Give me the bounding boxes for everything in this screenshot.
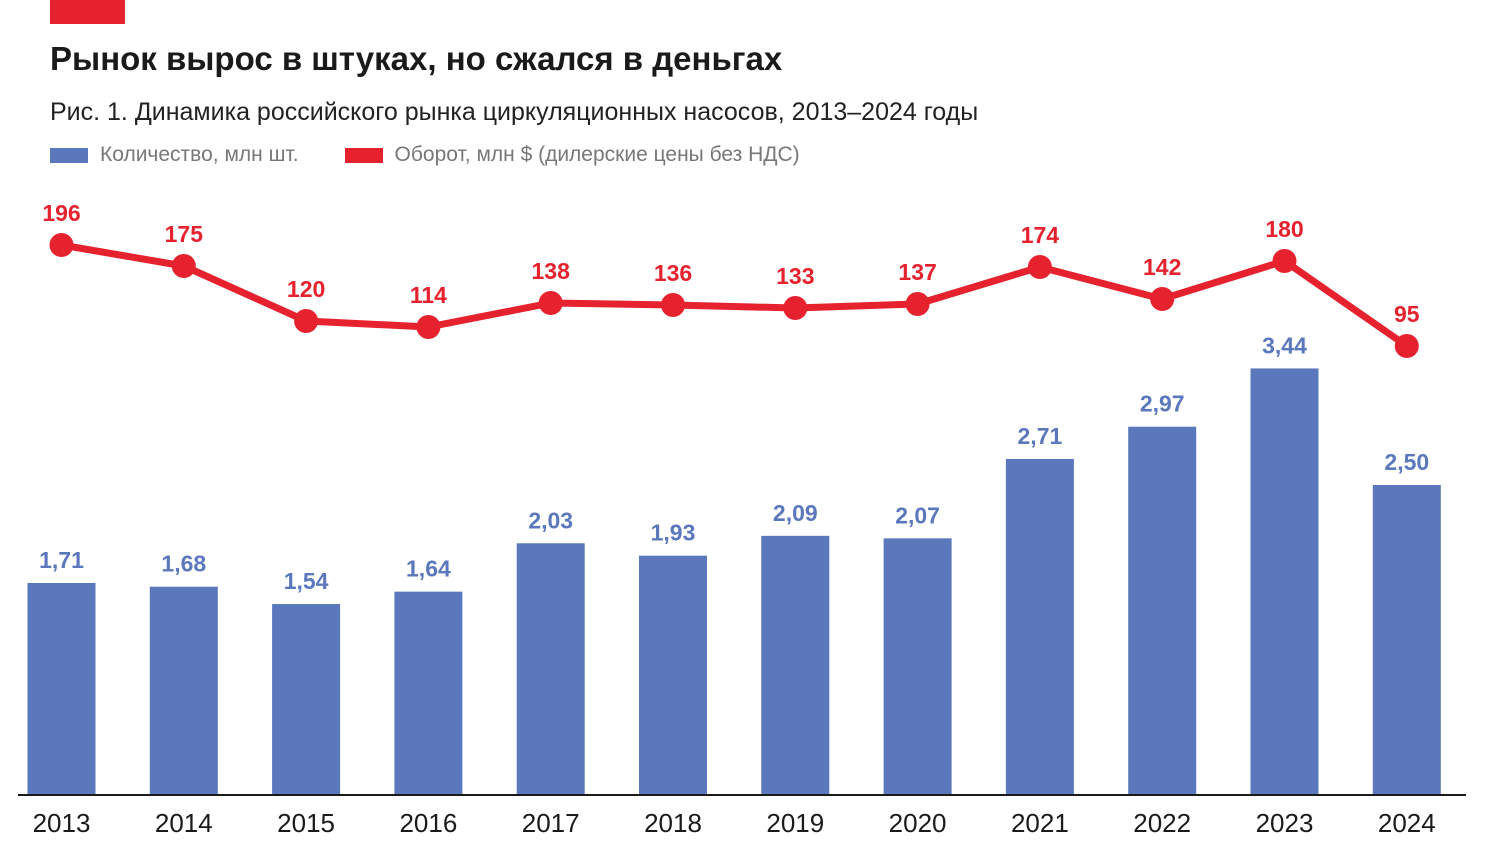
bar-2019 [761,535,830,795]
legend-label-quantity: Количество, млн шт. [100,143,299,166]
bar-2022 [1128,426,1197,795]
line-point-2024 [1394,334,1419,358]
line-label-2014: 175 [165,221,204,247]
legend-swatch-quantity [50,147,88,163]
x-tick-2022: 2022 [1133,808,1191,838]
bar-2021 [1005,458,1074,795]
line-point-2017 [538,291,563,315]
bar-label-2018: 1,93 [651,520,696,546]
chart-subtitle: Рис. 1. Динамика российского рынка цирку… [50,98,979,126]
legend-swatch-turnover [344,147,383,163]
bar-2020 [883,538,952,795]
bar-label-2023: 3,44 [1262,332,1307,358]
x-tick-2013: 2013 [33,808,91,838]
bar-label-2017: 2,03 [528,507,573,533]
x-axis-ticks: 2013 2014 2015 2016 2017 2018 2019 2020 2021 2022… [33,808,1436,838]
bar-2013 [27,582,96,795]
line-label-2020: 137 [898,259,936,285]
line-point-2016 [416,315,441,339]
bar-2015 [272,604,341,795]
bar-2023 [1250,368,1319,795]
x-tick-2020: 2020 [889,808,947,838]
line-value-labels: 196 175 120 114 138 136 133 137 174 142 180 95 [42,200,1419,327]
bar-2014 [149,586,218,795]
line-label-2016: 114 [410,282,447,308]
x-tick-2015: 2015 [277,808,335,838]
bar-label-2014: 1,68 [161,551,206,577]
line-label-2024: 95 [1394,301,1420,327]
x-tick-2016: 2016 [399,808,457,838]
line-label-2021: 174 [1021,222,1060,248]
line-label-2015: 120 [287,276,325,302]
x-tick-2017: 2017 [522,808,580,838]
line-label-2018: 136 [654,260,692,286]
x-tick-2021: 2021 [1011,808,1069,838]
line-label-2017: 138 [532,258,571,284]
accent-bar [50,0,125,24]
line-point-2021 [1027,255,1052,279]
line-point-2022 [1150,287,1175,311]
line-series [49,233,1419,358]
line-point-2018 [661,293,685,317]
bar-2024 [1372,485,1441,795]
line-point-2015 [294,309,319,333]
line-point-2014 [171,254,196,278]
bar-label-2015: 1,54 [284,568,329,594]
bar-label-2016: 1,64 [406,556,451,582]
line-label-2019: 133 [776,263,814,289]
bar-label-2013: 1,71 [39,547,84,573]
turnover-line [58,241,1411,350]
bar-label-2021: 2,71 [1018,423,1063,449]
bar-label-2024: 2,50 [1384,449,1429,475]
x-tick-2023: 2023 [1256,808,1314,838]
bar-value-labels: 1,71 1,68 1,54 1,64 2,03 1,93 2,09 2,07 2,71 2,97… [39,332,1429,594]
line-label-2022: 142 [1143,254,1181,280]
legend-item-turnover: Оборот, млн $ (дилерские цены без НДС) [344,143,800,167]
bar-label-2019: 2,09 [773,500,818,526]
legend-item-quantity: Количество, млн шт. [50,143,299,167]
line-point-2020 [905,292,930,316]
bar-2016 [394,591,463,795]
x-tick-2024: 2024 [1378,808,1436,838]
bar-2017 [516,543,585,795]
bar-label-2020: 2,07 [895,502,940,528]
bar-label-2022: 2,97 [1140,391,1185,417]
line-label-2023: 180 [1265,216,1303,242]
x-tick-2014: 2014 [155,808,213,838]
bar-2018 [639,555,707,795]
bar-series [27,368,1441,795]
line-point-2019 [783,296,808,320]
chart-title: Рынок вырос в штуках, но сжался в деньга… [50,40,783,77]
legend: Количество, млн шт. Оборот, млн $ (дилер… [50,140,846,170]
line-point-2013 [49,233,74,257]
x-tick-2018: 2018 [644,808,702,838]
x-tick-2019: 2019 [766,808,824,838]
line-label-2013: 196 [42,200,80,226]
line-point-2023 [1272,249,1297,273]
legend-label-turnover: Оборот, млн $ (дилерские цены без НДС) [394,143,800,166]
